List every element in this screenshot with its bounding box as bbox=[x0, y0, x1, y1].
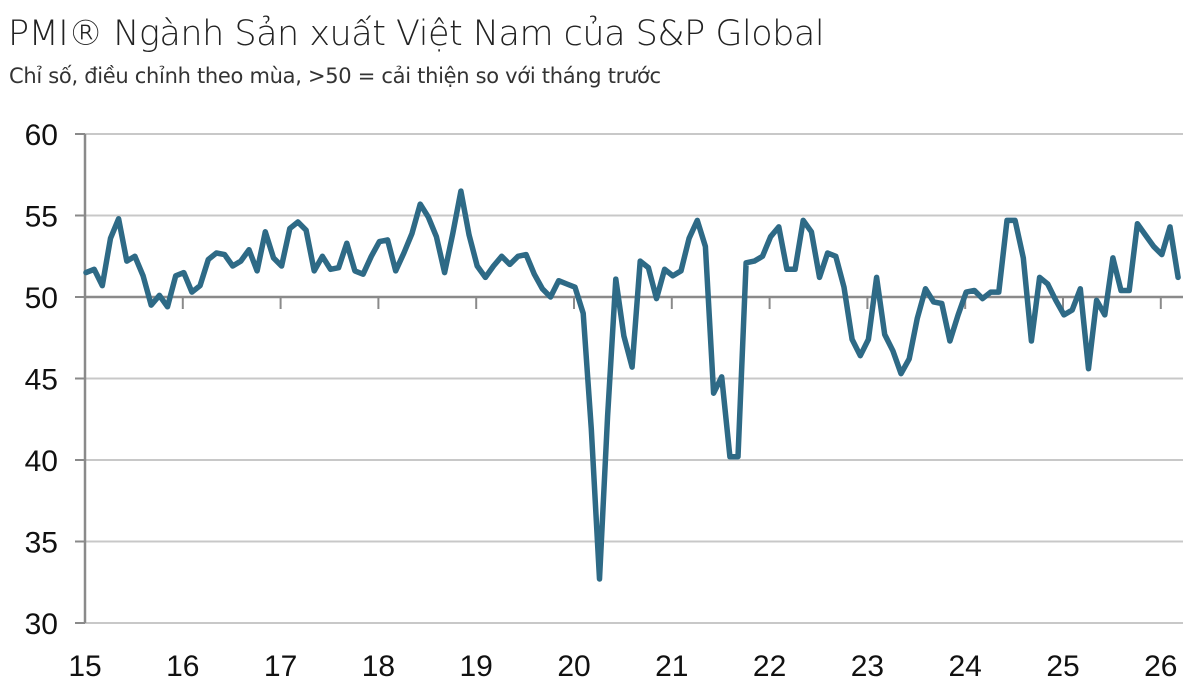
x-tick-label: 24 bbox=[949, 650, 982, 683]
chart-title: PMI® Ngành Sản xuất Việt Nam của S&P Glo… bbox=[8, 14, 825, 54]
y-tick-label: 45 bbox=[25, 364, 58, 397]
x-tick-label: 15 bbox=[68, 650, 101, 683]
y-tick-label: 35 bbox=[25, 527, 58, 560]
x-tick-label: 25 bbox=[1046, 650, 1079, 683]
series-line-pmi bbox=[83, 188, 1181, 582]
x-tick-label: 19 bbox=[460, 650, 493, 683]
x-tick-labels: 15 16 17 18 19 20 21 22 23 24 25 26 bbox=[68, 650, 1177, 683]
x-tick-label: 20 bbox=[557, 650, 590, 683]
x-tick-label: 22 bbox=[753, 650, 786, 683]
x-tick-label: 18 bbox=[362, 650, 395, 683]
y-tick-label: 60 bbox=[25, 119, 58, 152]
chart-subtitle: Chỉ số, điều chỉnh theo mùa, >50 = cải t… bbox=[9, 64, 661, 88]
x-tick-label: 23 bbox=[851, 650, 884, 683]
series-group bbox=[83, 188, 1181, 582]
x-tick-label: 17 bbox=[264, 650, 297, 683]
gridlines bbox=[85, 133, 1183, 624]
x-tick-label: 26 bbox=[1144, 650, 1177, 683]
axes bbox=[75, 133, 1183, 624]
y-tick-labels: 30 35 40 45 50 55 60 bbox=[25, 119, 58, 641]
x-tick-label: 21 bbox=[655, 650, 688, 683]
x-tick-label: 16 bbox=[166, 650, 199, 683]
y-tick-label: 55 bbox=[25, 201, 58, 234]
y-tick-label: 30 bbox=[25, 608, 58, 641]
y-tick-label: 50 bbox=[25, 282, 58, 315]
y-tick-label: 40 bbox=[25, 445, 58, 478]
